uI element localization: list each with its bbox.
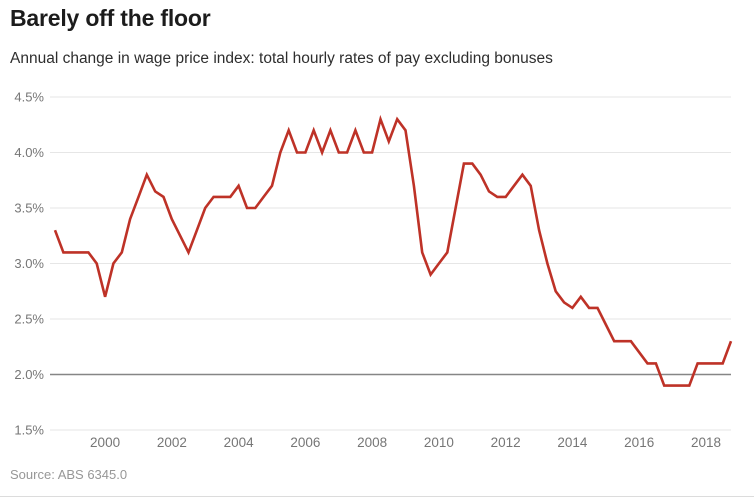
y-tick-label: 1.5%	[14, 423, 44, 438]
x-tick-label: 2004	[224, 435, 255, 450]
y-tick-label: 2.5%	[14, 312, 44, 327]
y-tick-label: 2.0%	[14, 367, 44, 382]
x-tick-label: 2008	[357, 435, 387, 450]
y-tick-label: 4.0%	[14, 145, 44, 160]
wpi-annual-change-line	[53, 114, 733, 387]
x-tick-label: 2012	[491, 435, 521, 450]
x-tick-label: 2002	[157, 435, 187, 450]
y-tick-label: 3.5%	[14, 201, 44, 216]
chart-subtitle: Annual change in wage price index: total…	[10, 50, 553, 67]
x-tick-label: 2018	[691, 435, 721, 450]
x-tick-label: 2000	[90, 435, 120, 450]
x-tick-label: 2016	[624, 435, 654, 450]
bottom-divider	[0, 496, 754, 497]
y-tick-label: 3.0%	[14, 256, 44, 271]
chart-title: Barely off the floor	[10, 5, 211, 31]
y-tick-label: 4.5%	[14, 90, 44, 105]
source-note: Source: ABS 6345.0	[10, 467, 128, 482]
x-tick-label: 2006	[290, 435, 320, 450]
x-tick-label: 2014	[557, 435, 588, 450]
x-tick-label: 2010	[424, 435, 454, 450]
